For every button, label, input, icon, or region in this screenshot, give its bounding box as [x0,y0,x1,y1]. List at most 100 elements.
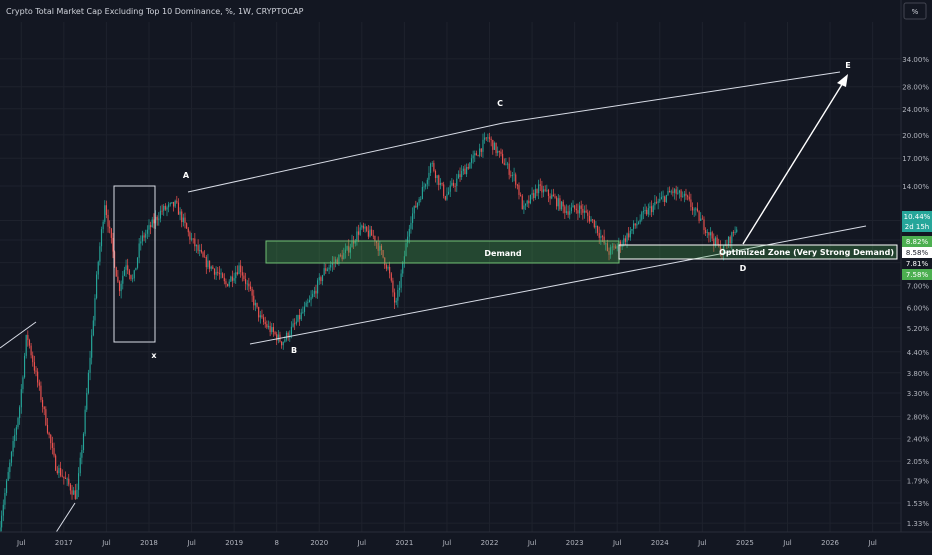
candle-body [176,200,178,203]
candle [443,181,445,199]
candle-body [585,210,587,213]
candle-body [402,262,404,274]
candle-body [467,167,469,169]
candle-body [685,193,687,196]
candle-body [22,377,24,390]
candle [299,309,301,326]
candle [583,205,586,219]
price-tick-label: 24.00% [902,106,929,114]
candle-body [379,245,381,251]
candle [53,442,55,458]
candle-body [356,231,358,242]
candle [223,273,225,285]
candle-body [102,221,104,230]
candle-body [148,225,150,230]
candle-body [172,201,175,207]
candle [82,432,85,453]
candle-body [177,202,180,215]
candle [616,243,618,252]
candle-body [82,433,85,451]
candle [554,193,556,199]
candle [45,406,47,427]
candle-body [487,137,489,139]
candle-body [5,480,8,493]
candle [629,226,631,241]
candle-body [61,475,63,477]
candle-body [225,281,227,285]
price-tick-label: 2.40% [907,436,930,444]
candle-body [613,246,615,248]
scale-mode-button-label[interactable]: % [912,8,919,16]
candle [613,243,615,251]
candle-body [30,345,32,356]
price-tick-label: 7.00% [907,282,930,290]
drawing-overlay: Demand Optimized Zone (Very Strong Deman… [0,61,898,535]
candle-body [122,275,124,284]
candle [285,330,288,342]
candle [603,229,605,246]
candle [577,203,579,221]
candle [732,230,735,237]
candle [115,266,117,277]
candle-body [317,280,319,294]
candle-body [267,325,270,328]
pattern-label-e: E [845,61,850,70]
candle-body [339,254,342,256]
candle-body [135,267,137,271]
candle [524,203,527,210]
chart-title: Crypto Total Market Cap Excluding Top 10… [6,7,304,16]
candle-body [598,232,600,238]
candle-body [218,272,220,275]
candle-body [583,210,586,213]
candle-body [731,232,733,244]
candle [60,461,62,478]
candle-body [459,174,461,178]
candle [637,220,640,225]
candle-body [241,272,243,276]
candle-body [680,190,682,198]
candle-body [470,158,473,163]
time-tick-label: Jul [782,539,792,547]
candle [86,387,88,413]
candle-body [371,229,373,236]
candle [423,182,425,192]
candle [258,306,260,322]
candle-body [387,266,389,269]
candle-body [66,478,68,480]
candle [281,341,283,349]
candle [380,243,383,255]
candle [38,379,40,391]
candle [542,185,545,198]
candle-body [346,246,348,250]
candle-body [466,167,468,175]
candle [107,209,109,233]
candle [366,226,368,233]
scale-mode-button[interactable]: % [903,2,927,20]
candle [213,268,216,280]
candle-body [567,211,569,215]
candle-body [669,190,671,193]
candle [235,265,237,284]
candle [400,269,402,293]
price-tag-current: 10.44% 2d 15h [902,211,932,232]
candle-body [28,339,31,346]
candle [408,224,410,244]
candle-body [516,184,518,186]
candle-body [646,209,648,215]
candle [140,235,142,251]
candle-body [619,241,622,248]
candle-body [48,432,50,435]
candle [243,272,245,282]
candle-body [713,238,715,245]
candle-body [366,226,368,231]
candle [444,195,446,201]
candle-body [226,284,229,287]
candle [261,309,263,319]
candle [150,221,152,235]
candle [482,133,484,158]
scale-mode-button-bg[interactable] [903,2,927,20]
time-axis[interactable]: Jul 2017 Jul 2018 Jul 2019 8 2020 Jul 2021 Jul 2022… [16,539,877,547]
candle-body [330,264,332,268]
candle [226,283,229,287]
